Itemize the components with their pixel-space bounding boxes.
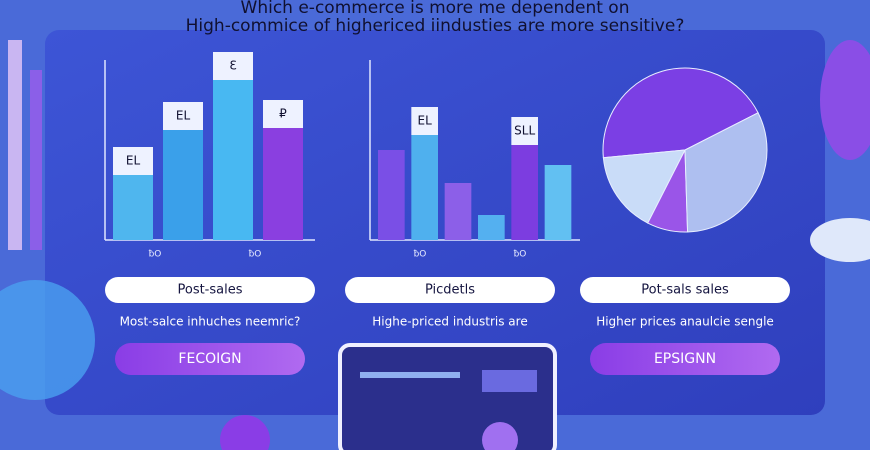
axis-label: ƀO — [414, 250, 427, 260]
bar — [444, 183, 472, 240]
button-label: FECOIGN — [178, 351, 241, 367]
bar-label: EL — [418, 114, 433, 128]
pie-slice — [602, 67, 759, 159]
pencil — [30, 70, 42, 250]
bar-label-box — [411, 107, 438, 135]
caption: Most-salce inhuches neemric? — [120, 315, 301, 329]
bar — [544, 165, 572, 240]
bar-label: EL — [126, 154, 141, 168]
leaf — [0, 280, 95, 400]
bar-label-box — [263, 100, 303, 128]
cloud — [810, 218, 870, 262]
monitor — [338, 343, 557, 454]
bar — [378, 150, 405, 240]
caption: Highe-priced industris are — [372, 315, 527, 329]
bar — [511, 145, 538, 240]
axis-label: ƀO — [149, 250, 162, 260]
bar — [163, 130, 203, 240]
title-line: High-commice of highericed iindusties ar… — [186, 16, 685, 36]
pill — [580, 277, 790, 303]
bar — [213, 80, 253, 240]
title-line: Which e-commerce is more me dependent on — [241, 0, 630, 18]
pie-slice — [602, 149, 686, 224]
pill — [345, 277, 555, 303]
button[interactable] — [115, 343, 305, 375]
bar-label-box — [163, 102, 203, 130]
bar — [411, 135, 438, 240]
pill-label: Post-sales — [177, 283, 242, 298]
axis-label: ƀO — [514, 250, 527, 260]
monitor-circle — [482, 422, 518, 454]
bar-label-box — [511, 117, 538, 145]
caption: Higher prices anaulcie sengle — [596, 315, 774, 329]
monitor-box — [482, 370, 537, 392]
decoration — [220, 415, 270, 454]
bar — [113, 175, 153, 240]
pill-label: Pot-sals sales — [641, 283, 729, 298]
pencil — [8, 40, 22, 250]
bar-label: SLL — [514, 124, 535, 138]
bar-label-box — [113, 147, 153, 175]
pill-label: Picdetls — [425, 283, 475, 298]
pill — [105, 277, 315, 303]
bar-label: Ɛ — [229, 59, 236, 73]
bar-label: ₽ — [279, 107, 287, 121]
bar-label: EL — [176, 109, 191, 123]
bar-label-box — [213, 52, 253, 80]
axis-label: ƀO — [249, 250, 262, 260]
button[interactable] — [590, 343, 780, 375]
bar — [263, 128, 303, 240]
bar — [478, 215, 505, 240]
button-label: EPSIGNN — [654, 351, 716, 367]
monitor-line — [360, 372, 460, 378]
pie-slice — [684, 112, 768, 233]
leaf — [820, 40, 870, 160]
